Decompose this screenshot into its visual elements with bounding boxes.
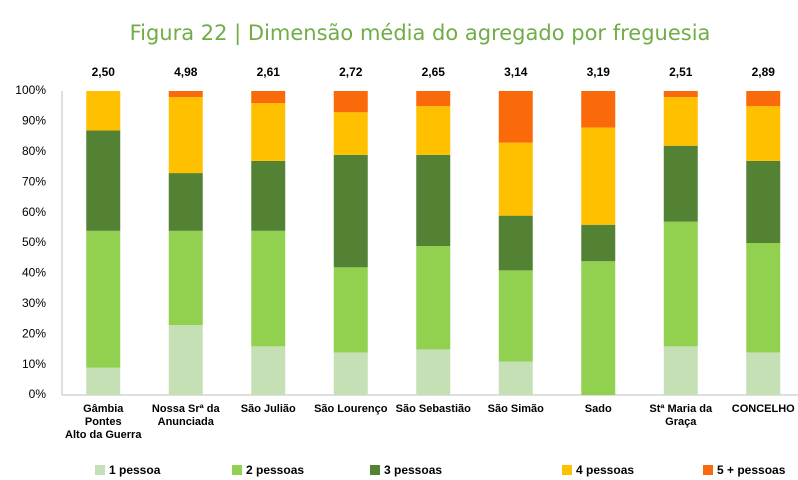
bar-segment: [416, 154, 451, 247]
bar-segment: [251, 103, 286, 161]
bar-segment: [251, 346, 286, 395]
bar-segment: [168, 230, 203, 326]
average-label: 2,65: [422, 65, 446, 79]
y-tick-label: 60%: [22, 205, 46, 219]
bar-segment: [333, 352, 368, 395]
bar-segment: [86, 367, 121, 395]
bar-segment: [498, 361, 533, 395]
bar-segment: [498, 270, 533, 362]
bar-segment: [663, 97, 698, 146]
y-tick-label: 100%: [15, 83, 46, 97]
y-tick-label: 70%: [22, 174, 46, 188]
legend-label: 1 pessoa: [109, 463, 161, 477]
bar-segment: [746, 243, 781, 353]
bar-segment: [86, 130, 121, 231]
x-tick-label: São Julião: [240, 403, 296, 415]
x-tick-label: São Lourenço: [314, 403, 388, 415]
x-tick-label: São Simão: [487, 403, 544, 415]
bar-segment: [663, 91, 698, 98]
x-tick-label: Sado: [584, 403, 612, 415]
legend-swatch: [95, 465, 105, 475]
bar-segment: [251, 230, 286, 347]
bar-segment: [498, 215, 533, 271]
bar-segment: [168, 91, 203, 98]
average-label: 3,19: [587, 65, 611, 79]
bar-segment: [498, 142, 533, 216]
bar-segment: [498, 91, 533, 143]
bar-segment: [333, 154, 368, 268]
legend-label: 5 + pessoas: [717, 463, 786, 477]
bar-segment: [581, 261, 616, 395]
bar-segment: [746, 352, 781, 395]
x-tick-label: São Sebastião: [395, 403, 471, 415]
legend-label: 2 pessoas: [246, 463, 304, 477]
average-label: 2,72: [339, 65, 363, 79]
bar-segment: [746, 91, 781, 107]
y-tick-label: 30%: [22, 296, 46, 310]
legend-swatch: [370, 465, 380, 475]
bar-segment: [333, 112, 368, 155]
y-tick-label: 50%: [22, 235, 46, 249]
y-tick-label: 10%: [22, 357, 46, 371]
bar-segment: [746, 106, 781, 161]
average-label: 2,50: [92, 65, 116, 79]
bar-segment: [86, 91, 121, 131]
legend-label: 3 pessoas: [384, 463, 442, 477]
average-label: 2,89: [752, 65, 776, 79]
bar-segment: [663, 145, 698, 222]
y-tick-label: 80%: [22, 144, 46, 158]
legend-swatch: [232, 465, 242, 475]
bar-segment: [86, 230, 121, 368]
bar-segment: [168, 97, 203, 174]
x-tick-label: CONCELHO: [731, 403, 795, 415]
y-tick-label: 90%: [22, 114, 46, 128]
bar-segment: [168, 173, 203, 231]
bar-segment: [581, 127, 616, 225]
bar-segment: [416, 106, 451, 155]
bar-segment: [663, 346, 698, 395]
average-label: 2,61: [257, 65, 281, 79]
x-tick-label: Stª Maria da Graça: [649, 403, 713, 428]
bar-segment: [581, 91, 616, 128]
bar-segment: [663, 221, 698, 347]
bar-segment: [416, 349, 451, 395]
bar-segment: [251, 91, 286, 104]
bar-segment: [416, 246, 451, 350]
average-label: 4,98: [174, 65, 198, 79]
legend-label: 4 pessoas: [576, 463, 634, 477]
y-tick-label: 0%: [29, 387, 47, 401]
bar-segment: [746, 160, 781, 243]
legend-swatch: [562, 465, 572, 475]
y-tick-label: 20%: [22, 326, 46, 340]
bar-segment: [168, 325, 203, 395]
bar-segment: [416, 91, 451, 107]
legend-swatch: [703, 465, 713, 475]
bar-segment: [333, 267, 368, 353]
chart-title: Figura 22 | Dimensão média do agregado p…: [130, 21, 711, 46]
average-label: 2,51: [669, 65, 693, 79]
x-tick-label: Gâmbia Pontes Alto da Guerra: [65, 403, 142, 441]
x-tick-label: Nossa Srª da Anunciada: [151, 403, 220, 428]
y-tick-label: 40%: [22, 266, 46, 280]
average-label: 3,14: [504, 65, 528, 79]
bar-segment: [251, 160, 286, 231]
bar-segment: [581, 224, 616, 262]
bar-segment: [333, 91, 368, 113]
